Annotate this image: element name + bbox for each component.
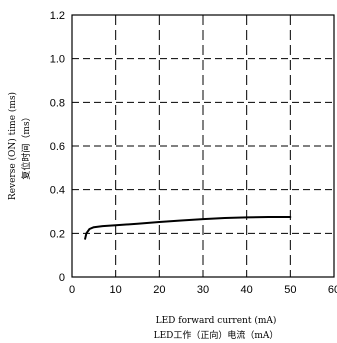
y-tick-label: 0.2 [50, 228, 65, 240]
x-tick-label: 50 [284, 284, 296, 296]
tick-labels: 0 10 20 30 40 50 60 0 0.2 0.4 0.6 0.8 1.0 1.2 [50, 10, 337, 296]
x-axis-title-chinese: LED工作（正向）电流（mA） [154, 329, 279, 341]
x-axis-title: LED forward current (mA) [156, 315, 277, 326]
plot-area-frame [71, 14, 335, 278]
x-tick-label: 40 [241, 284, 253, 296]
y-tick-label: 0.4 [50, 185, 65, 197]
y-axis-title-chinese: 复位时间（ms） [20, 112, 32, 179]
x-tick-label: 0 [69, 284, 75, 296]
y-tick-label: 1.0 [50, 54, 65, 66]
x-tick-label: 30 [197, 284, 209, 296]
y-tick-label: 0.8 [50, 97, 65, 109]
x-tick-label: 20 [153, 284, 165, 296]
y-tick-label: 1.2 [50, 10, 65, 22]
y-tick-label: 0.6 [50, 141, 65, 153]
y-tick-label: 0 [59, 272, 65, 284]
series-lines [84, 216, 292, 240]
series-line [84, 216, 292, 240]
grid-lines [72, 15, 334, 277]
y-axis-title: Reverse (ON) time (ms) [7, 92, 18, 200]
x-tick-label: 60 [328, 284, 337, 296]
x-tick-label: 10 [110, 284, 122, 296]
